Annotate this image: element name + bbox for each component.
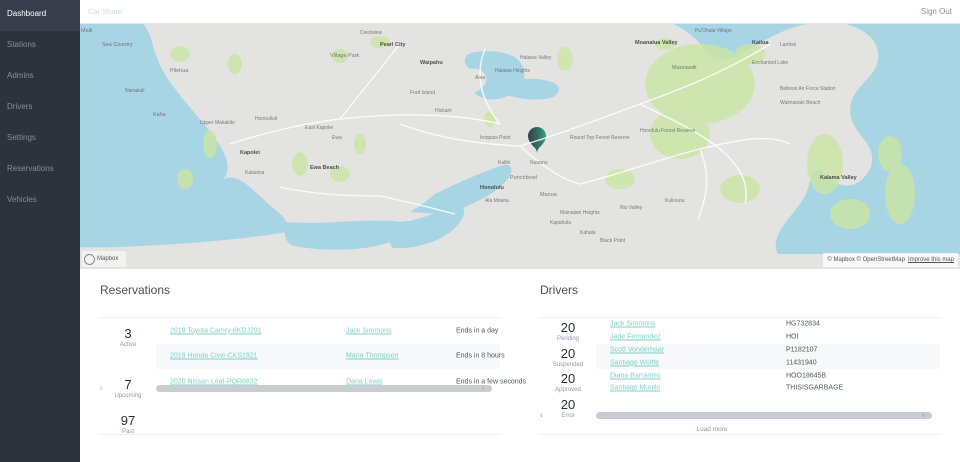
svg-text:Ewa Beach: Ewa Beach [310,165,340,171]
svg-text:Pilehua: Pilehua [170,68,189,74]
svg-text:Mainalani Heights: Mainalani Heights [560,210,600,216]
svg-text:Aiea: Aiea [475,75,485,81]
svg-text:Honolulu: Honolulu [480,185,504,191]
svg-text:Manoa: Manoa [540,192,558,198]
svg-text:Lanikai: Lanikai [780,42,796,48]
svg-text:Kalihi: Kalihi [498,160,510,166]
svg-text:Ford Island: Ford Island [410,90,435,96]
svg-text:Enchanted Lake: Enchanted Lake [752,60,788,66]
svg-text:Sea Country: Sea Country [102,42,133,48]
svg-text:Maunawili: Maunawili [672,65,696,71]
svg-text:Ala Moana: Ala Moana [485,198,509,204]
svg-text:Halawa Valley: Halawa Valley [520,55,552,61]
svg-text:Village Park: Village Park [330,53,359,59]
svg-text:Pu'Ohala Village: Pu'Ohala Village [695,28,732,34]
svg-text:Maili: Maili [81,28,92,34]
svg-text:Honolulu Forest Reserve: Honolulu Forest Reserve [640,128,696,134]
svg-text:Bellows Air Force Station: Bellows Air Force Station [780,86,836,92]
svg-text:Waimanalo Beach: Waimanalo Beach [780,100,821,106]
svg-text:Kahe: Kahe [153,112,166,118]
svg-text:Hickam: Hickam [435,108,452,114]
svg-text:Kuliouou: Kuliouou [665,198,685,204]
svg-text:Nuuanu: Nuuanu [530,160,548,166]
svg-text:Honouliuli: Honouliuli [255,116,277,122]
svg-text:Round Top Forest Reserve: Round Top Forest Reserve [570,135,630,141]
svg-text:Punchbowl: Punchbowl [510,175,537,181]
svg-text:Ewa: Ewa [332,135,342,141]
svg-text:Iroquois Point: Iroquois Point [480,135,511,141]
svg-text:East Kapolei: East Kapolei [305,125,333,131]
svg-text:Upper Makakilo: Upper Makakilo [200,120,235,126]
svg-text:Waipahu: Waipahu [420,60,443,66]
svg-text:Niu Valley: Niu Valley [620,205,643,211]
svg-text:Kalaeloa: Kalaeloa [245,170,265,176]
svg-text:Halawa Heights: Halawa Heights [495,68,531,74]
svg-text:Kalama Valley: Kalama Valley [820,175,858,181]
svg-text:Kapahulu: Kapahulu [550,220,571,226]
svg-text:Kapolei: Kapolei [240,150,260,156]
svg-text:Kahala: Kahala [580,230,596,236]
svg-text:Nanakuli: Nanakuli [125,88,144,94]
svg-text:Black Point: Black Point [600,238,626,244]
svg-text:Kailua: Kailua [752,40,769,46]
svg-text:Pearl City: Pearl City [380,42,406,48]
svg-text:Crestview: Crestview [360,30,382,36]
svg-text:Moanalua Valley: Moanalua Valley [635,40,678,46]
